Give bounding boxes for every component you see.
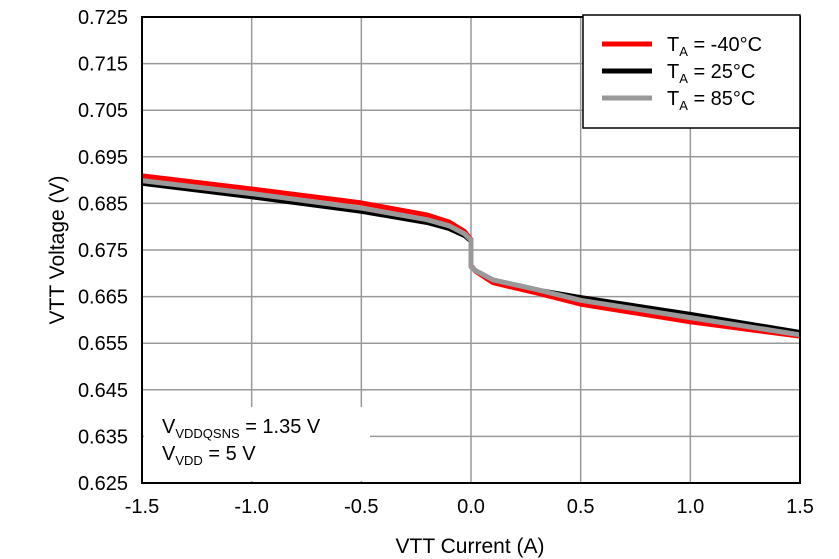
legend-label: TA = -40°C — [667, 34, 762, 59]
y-tick-label: 0.665 — [78, 287, 128, 309]
y-tick-label: 0.635 — [78, 426, 128, 448]
x-tick-label: 0.5 — [567, 496, 595, 518]
y-tick-label: 0.705 — [78, 100, 128, 122]
series-lines — [141, 173, 801, 339]
x-tick-label: 0.0 — [457, 496, 485, 518]
annotation-text: VVDD = 5 V — [162, 443, 256, 468]
legend-label: TA = 85°C — [667, 88, 755, 113]
x-tick-label: -1.0 — [234, 496, 268, 518]
x-tick-label: -1.5 — [125, 496, 159, 518]
y-tick-label: 0.725 — [78, 7, 128, 29]
x-tick-label: -0.5 — [344, 496, 378, 518]
legend-label: TA = 25°C — [667, 61, 755, 86]
y-tick-label: 0.695 — [78, 147, 128, 169]
y-tick-label: 0.715 — [78, 54, 128, 76]
y-tick-label: 0.675 — [78, 240, 128, 262]
annotation-text: VVDDQSNS = 1.35 V — [162, 416, 321, 441]
y-tick-label: 0.685 — [78, 193, 128, 215]
x-axis-label: VTT Current (A) — [396, 535, 545, 558]
y-tick-label: 0.655 — [78, 333, 128, 355]
annotation-background — [144, 407, 370, 481]
plot-frame — [141, 16, 801, 484]
y-tick-label: 0.645 — [78, 380, 128, 402]
y-tick-label: 0.625 — [78, 473, 128, 495]
tick-labels: -1.5 -1.0 -0.5 0.0 0.5 1.0 1.5 0.725 0.715 0.705 0… — [78, 7, 814, 518]
legend: TA = -40°CTA = 25°CTA = 85°C — [582, 14, 801, 129]
x-tick-label: 1.0 — [676, 496, 704, 518]
x-tick-label: 1.5 — [786, 496, 814, 518]
y-axis-label: VTT Voltage (V) — [46, 175, 69, 324]
series-line-2 — [141, 178, 801, 338]
